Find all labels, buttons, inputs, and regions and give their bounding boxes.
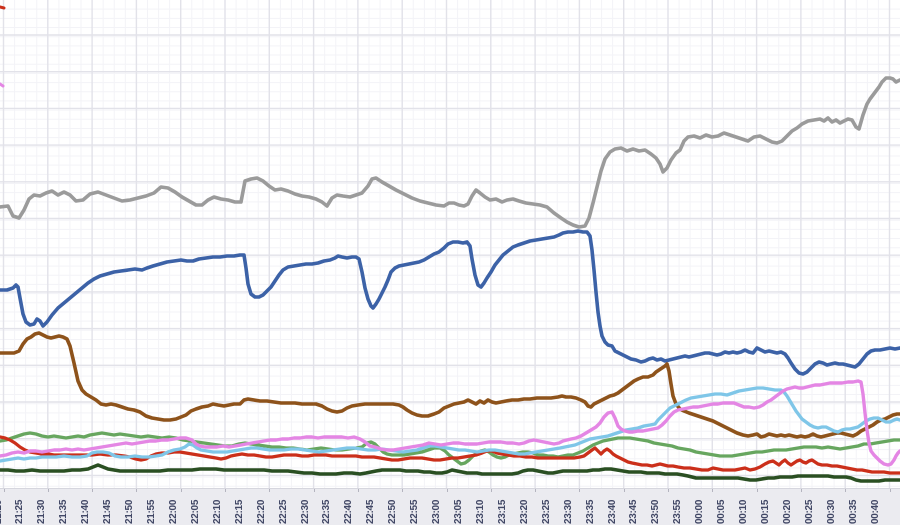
x-axis-label: 21:55 (146, 499, 157, 524)
x-axis-tick (180, 489, 182, 492)
x-axis-label: 00:30 (825, 499, 837, 524)
x-axis-label: 00:25 (803, 499, 815, 524)
series-line-violet-fragment (0, 82, 5, 88)
x-axis-label: 22:50 (387, 499, 399, 524)
x-axis-label: 21:45 (102, 499, 114, 524)
x-axis-label: 23:20 (518, 499, 530, 524)
x-axis-label: 21:25 (14, 499, 26, 524)
x-axis-tick (889, 489, 891, 492)
x-axis-label: 22:35 (321, 499, 333, 524)
x-axis-label: 00:15 (760, 499, 772, 524)
x-axis-label: 22:20 (255, 499, 267, 524)
x-axis-tick (446, 489, 448, 492)
x-axis-label: 21:30 (36, 499, 48, 524)
x-axis-tick (490, 489, 492, 492)
series-line-light-blue (0, 386, 900, 463)
x-axis-label: 22:55 (409, 499, 421, 524)
x-axis-label: 22:10 (211, 499, 223, 524)
x-axis-tick (623, 489, 625, 492)
x-axis-label: 23:40 (606, 499, 618, 524)
x-axis-tick (3, 489, 5, 492)
series-line-brown (0, 331, 900, 439)
x-axis-label: 00:10 (738, 499, 750, 524)
series-line-violet (0, 379, 900, 467)
x-axis-tick (756, 489, 758, 492)
x-axis-label: 00:05 (716, 499, 728, 524)
x-axis-label: 23:10 (474, 499, 486, 524)
x-axis-label: 23:15 (496, 499, 508, 524)
x-axis-tick (845, 489, 847, 492)
x-axis-tick (92, 489, 94, 492)
x-axis-label: 23:00 (431, 499, 443, 524)
x-axis-label: 00:35 (847, 499, 859, 524)
x-axis-tick (136, 489, 138, 492)
x-axis-label: 22:40 (343, 499, 355, 524)
x-axis: 21:20 21:25 21:30 21:35 21:40 21:45 21:50 21:55… (0, 488, 900, 525)
x-axis-label: 23:35 (584, 499, 596, 524)
series-line-dark-green (0, 463, 900, 483)
x-axis-label: 22:30 (299, 499, 311, 524)
x-axis-label: 22:05 (189, 499, 201, 524)
x-axis-tick (712, 489, 714, 492)
x-axis-tick (800, 489, 802, 492)
x-axis-label: 00:40 (869, 499, 881, 524)
x-axis-label: 23:45 (628, 499, 640, 524)
x-axis-tick (579, 489, 581, 492)
x-axis-tick (668, 489, 669, 492)
plot-area (0, 0, 900, 488)
series-line-red (0, 435, 900, 475)
x-axis-label: 22:00 (167, 499, 179, 524)
x-axis-label: 23:50 (650, 499, 662, 524)
x-axis-label: 21:20 (0, 499, 4, 524)
x-axis-tick (225, 489, 226, 492)
x-axis-tick (535, 489, 537, 492)
x-axis-label: 00:00 (694, 499, 706, 524)
x-axis-tick (402, 489, 404, 492)
x-axis-tick (313, 489, 315, 492)
x-axis-label: 22:15 (233, 499, 245, 524)
x-axis-label: 22:25 (277, 499, 289, 524)
series-line-red-fragment (0, 5, 6, 10)
x-axis-label: 23:30 (562, 499, 574, 524)
x-axis-tick (47, 489, 49, 492)
series-line-blue (0, 229, 900, 376)
x-axis-label: 21:40 (80, 499, 92, 524)
x-axis-label: 22:45 (365, 499, 377, 524)
x-axis-label: 21:35 (58, 499, 70, 524)
x-axis-label: 23:25 (540, 499, 552, 524)
x-axis-label: 23:55 (672, 499, 684, 524)
x-axis-label: 23:05 (453, 499, 465, 524)
series-line-gray (0, 76, 900, 229)
x-axis-tick (357, 489, 359, 492)
x-axis-label: 21:50 (124, 499, 136, 524)
x-axis-tick (269, 489, 271, 492)
x-axis-label: 00:20 (781, 499, 793, 524)
